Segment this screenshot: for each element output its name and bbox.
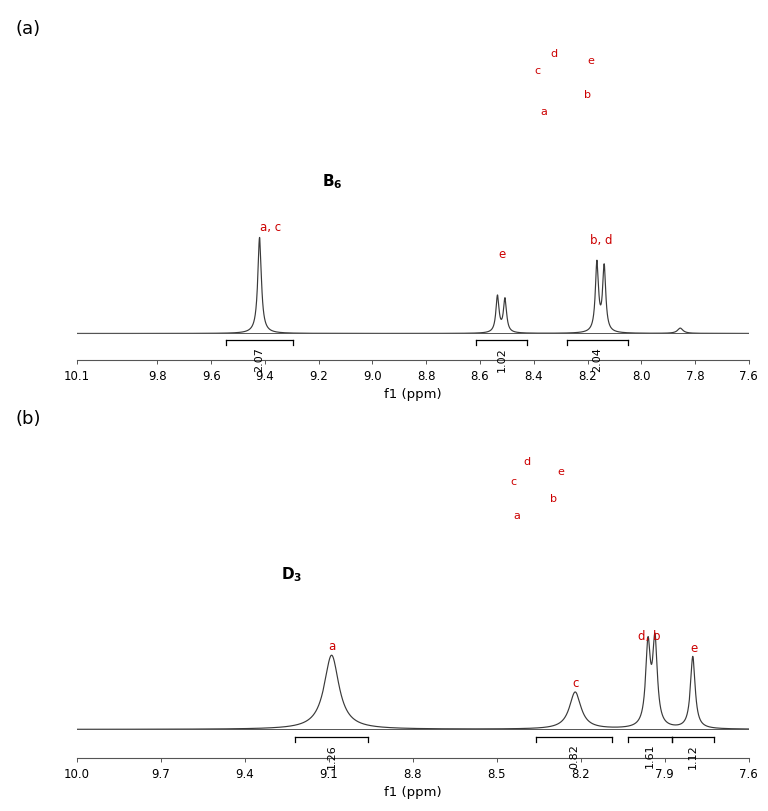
Text: 1.02: 1.02 [496, 346, 507, 371]
Text: c: c [534, 67, 540, 76]
Text: e: e [690, 642, 698, 654]
Text: e: e [558, 466, 564, 476]
Text: a: a [328, 639, 335, 652]
Text: a, c: a, c [260, 221, 281, 234]
Text: 0.82: 0.82 [569, 743, 579, 768]
Text: $\mathbf{D_3}$: $\mathbf{D_3}$ [281, 565, 303, 584]
Text: (a): (a) [15, 20, 41, 38]
Text: a: a [514, 511, 521, 521]
Text: d: d [524, 456, 531, 466]
Text: c: c [572, 676, 578, 689]
Text: b, d: b, d [590, 234, 612, 247]
Text: b: b [584, 90, 591, 100]
Text: c: c [511, 477, 517, 487]
X-axis label: f1 (ppm): f1 (ppm) [384, 388, 442, 401]
Text: 2.04: 2.04 [593, 346, 603, 371]
Text: a: a [541, 107, 548, 117]
Text: d, b: d, b [638, 629, 660, 642]
Text: e: e [588, 56, 594, 66]
Text: 1.26: 1.26 [326, 743, 336, 767]
Text: b: b [551, 494, 558, 504]
Text: 1.61: 1.61 [645, 743, 655, 767]
Text: d: d [551, 49, 558, 59]
Text: (b): (b) [15, 410, 41, 427]
Text: e: e [498, 248, 505, 261]
Text: 1.12: 1.12 [688, 743, 698, 767]
Text: $\mathbf{B_6}$: $\mathbf{B_6}$ [322, 172, 343, 191]
X-axis label: f1 (ppm): f1 (ppm) [384, 785, 442, 798]
Text: 2.07: 2.07 [254, 346, 265, 371]
